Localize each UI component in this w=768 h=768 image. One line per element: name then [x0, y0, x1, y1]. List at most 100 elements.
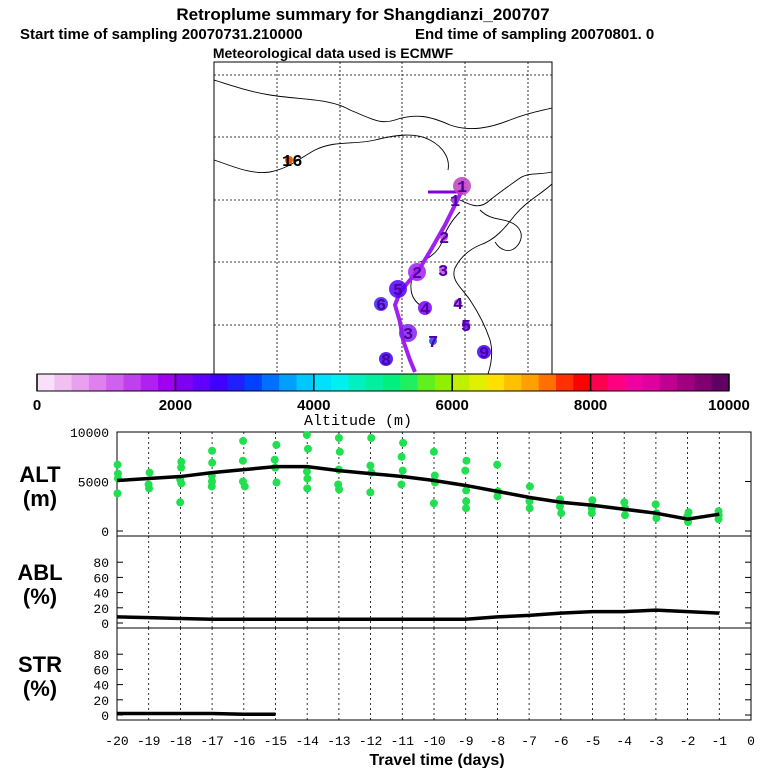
end-time-label: End time of sampling 20070801. 0: [415, 26, 654, 43]
scatter-point: [208, 459, 216, 467]
y-tick-label: 5000: [78, 476, 109, 491]
y-tick-label: 80: [93, 648, 109, 663]
colorbar-swatch: [89, 374, 107, 391]
y-tick-label: 0: [101, 525, 109, 540]
map-day-marker-label: 9: [479, 345, 489, 364]
x-tick-label: -14: [295, 734, 319, 749]
x-tick-label: -15: [264, 734, 287, 749]
y-axis-unit: (%): [23, 584, 57, 609]
station-label: 16: [282, 153, 302, 172]
x-tick-label: -4: [616, 734, 632, 749]
x-tick-label: -6: [553, 734, 569, 749]
colorbar-swatch: [625, 374, 643, 391]
map-day-marker-label: 8: [381, 352, 391, 371]
colorbar-tick-label: 8000: [574, 397, 607, 414]
scatter-point: [177, 464, 185, 472]
y-tick-label: 80: [93, 556, 109, 571]
x-tick-label: -18: [169, 734, 192, 749]
colorbar-swatch: [591, 374, 609, 391]
colorbar-swatch: [573, 374, 591, 391]
map-day-marker-label: 4: [420, 301, 430, 320]
panel-str: 806040200STR(%)-20 -19 -18 -17 -16 -15 -14 -13-…: [18, 628, 755, 768]
colorbar-swatch: [314, 374, 332, 391]
y-axis-label: STR: [18, 652, 62, 677]
scatter-point: [303, 475, 311, 483]
scatter-point: [397, 480, 405, 488]
scatter-point: [652, 500, 660, 508]
x-tick-label: -9: [458, 734, 474, 749]
scatter-point: [557, 509, 565, 517]
map-day-marker-label: 2: [439, 230, 449, 249]
scatter-point: [431, 472, 439, 480]
scatter-point: [430, 448, 438, 456]
x-tick-label: -12: [359, 734, 382, 749]
map-day-marker: 3: [438, 263, 448, 282]
colorbar-swatch: [72, 374, 90, 391]
colorbar-swatch: [245, 374, 263, 391]
altitude-colorbar: 0 2000 4000 6000 8000 10000 Altitude (m): [33, 374, 750, 430]
colorbar-swatch: [262, 374, 280, 391]
colorbar-swatch: [556, 374, 574, 391]
map-day-marker-label: 2: [412, 265, 422, 284]
scatter-point: [398, 453, 406, 461]
series-line: [117, 467, 719, 519]
map-day-marker-label: 6: [376, 297, 386, 316]
x-tick-label: -17: [200, 734, 223, 749]
colorbar-swatch: [643, 374, 661, 391]
scatter-point: [239, 437, 247, 445]
colorbar-swatch: [504, 374, 522, 391]
scatter-point: [303, 431, 311, 439]
colorbar-tick-label: 4000: [297, 397, 330, 414]
scatter-point: [366, 462, 374, 470]
scatter-point: [526, 482, 534, 490]
colorbar-swatch: [37, 374, 55, 391]
scatter-point: [461, 467, 469, 475]
series-line: [117, 610, 719, 619]
colorbar-tick-label: 0: [33, 397, 41, 414]
x-tick-label: -19: [137, 734, 160, 749]
y-tick-label: 10000: [70, 426, 109, 441]
y-axis-label: ABL: [17, 560, 62, 585]
colorbar-swatch: [383, 374, 401, 391]
x-tick-label: 0: [747, 734, 755, 749]
colorbar-swatch: [539, 374, 557, 391]
x-tick-label: -16: [232, 734, 255, 749]
colorbar-swatch: [175, 374, 193, 391]
colorbar-swatch: [366, 374, 384, 391]
scatter-point: [493, 461, 501, 469]
scatter-point: [588, 509, 596, 517]
map-day-marker: 9: [477, 345, 491, 364]
x-tick-label: -13: [327, 734, 350, 749]
scatter-point: [588, 496, 596, 504]
scatter-point: [462, 497, 470, 505]
scatter-point: [335, 485, 343, 493]
panel-abl: 806040200ABL(%): [17, 536, 751, 632]
scatter-point: [272, 478, 280, 486]
x-tick-label: -3: [648, 734, 664, 749]
start-time-label: Start time of sampling 20070731.210000: [20, 26, 303, 43]
map-day-marker-label: 1: [450, 193, 460, 212]
map-day-marker-label: 4: [453, 296, 463, 315]
colorbar-swatch: [158, 374, 176, 391]
scatter-point: [303, 484, 311, 492]
scatter-point: [271, 456, 279, 464]
colorbar-swatch: [712, 374, 730, 391]
map-frame: [214, 62, 552, 374]
colorbar-swatch: [677, 374, 695, 391]
map-day-marker: 7: [428, 334, 438, 353]
colorbar-swatch: [348, 374, 366, 391]
scatter-point: [114, 489, 122, 497]
scatter-point: [272, 441, 280, 449]
colorbar-swatch: [106, 374, 124, 391]
map-day-marker: 6: [374, 297, 388, 316]
scatter-point: [335, 434, 343, 442]
colorbar-swatch: [400, 374, 418, 391]
scatter-point: [239, 457, 247, 465]
x-tick-label: -20: [105, 734, 128, 749]
colorbar-tick-label: 2000: [159, 397, 192, 414]
scatter-point: [303, 468, 311, 476]
y-tick-label: 0: [101, 617, 109, 632]
x-tick-label: -7: [521, 734, 537, 749]
scatter-point: [241, 482, 249, 490]
x-tick-label: -5: [585, 734, 601, 749]
